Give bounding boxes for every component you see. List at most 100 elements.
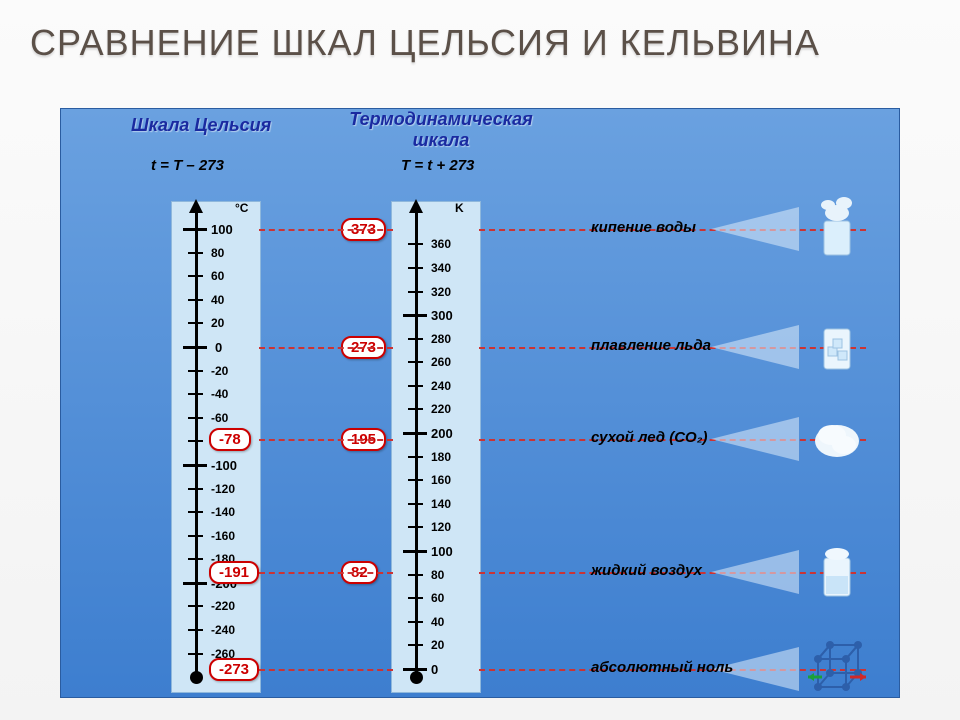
event-label: абсолютный ноль — [591, 659, 733, 676]
tick-label: 60 — [431, 591, 444, 605]
tick — [403, 668, 427, 671]
tick — [183, 346, 207, 349]
celsius-badge: -78 — [209, 428, 251, 451]
tick — [408, 291, 423, 293]
tick-label: 40 — [431, 615, 444, 629]
tick — [408, 644, 423, 646]
tick — [188, 653, 203, 655]
tick-label: 100 — [431, 544, 453, 559]
tick — [188, 252, 203, 254]
ice-icon — [806, 311, 868, 386]
tick-label: -240 — [211, 623, 235, 637]
tick — [188, 393, 203, 395]
celsius-unit: °C — [235, 201, 248, 215]
tick — [408, 479, 423, 481]
tick — [183, 582, 207, 585]
tick-label: 100 — [211, 222, 233, 237]
tick-label: 360 — [431, 237, 451, 251]
light-wedge — [711, 325, 799, 369]
tick — [408, 456, 423, 458]
tick — [403, 432, 427, 435]
connector-dash — [259, 439, 393, 441]
abszero-icon — [806, 633, 868, 708]
celsius-formula: t = T – 273 — [151, 157, 224, 174]
dryice-icon — [806, 403, 868, 478]
tick-label: -220 — [211, 599, 235, 613]
tick-label: -140 — [211, 505, 235, 519]
tick-label: 0 — [215, 340, 222, 355]
tick — [188, 275, 203, 277]
tick-label: 120 — [431, 520, 451, 534]
page-title: СРАВНЕНИЕ ШКАЛ ЦЕЛЬСИЯ И КЕЛЬВИНА — [0, 0, 960, 72]
tick — [188, 299, 203, 301]
tick — [188, 440, 203, 442]
tick-label: 160 — [431, 473, 451, 487]
tick — [188, 322, 203, 324]
event-label: жидкий воздух — [591, 562, 702, 579]
tick-label: -40 — [211, 387, 228, 401]
tick-label: 200 — [431, 426, 453, 441]
tick — [188, 370, 203, 372]
tick-label: 320 — [431, 285, 451, 299]
tick-label: 340 — [431, 261, 451, 275]
tick-label: 40 — [211, 293, 224, 307]
tick-label: 80 — [211, 246, 224, 260]
tick — [188, 605, 203, 607]
tick-label: -160 — [211, 529, 235, 543]
tick — [408, 338, 423, 340]
tick-label: 20 — [211, 316, 224, 330]
tick-label: 80 — [431, 568, 444, 582]
steam-icon — [806, 193, 868, 268]
tick — [408, 526, 423, 528]
event-label: плавление льда — [591, 337, 711, 354]
tick — [408, 267, 423, 269]
tick — [408, 597, 423, 599]
tick-label: 240 — [431, 379, 451, 393]
tick-label: 260 — [431, 355, 451, 369]
event-label: кипение воды — [591, 219, 696, 236]
liquidair-icon — [806, 536, 868, 611]
celsius-badge: -273 — [209, 658, 259, 681]
diagram-area: Шкала Цельсия Термодинамическая шкала t = … — [60, 108, 900, 698]
tick-label: -100 — [211, 458, 237, 473]
tick — [408, 574, 423, 576]
slide: СРАВНЕНИЕ ШКАЛ ЦЕЛЬСИЯ И КЕЛЬВИНА Шкала … — [0, 0, 960, 720]
celsius-title: Шкала Цельсия — [131, 115, 271, 136]
tick-label: 140 — [431, 497, 451, 511]
tick — [408, 361, 423, 363]
tick — [408, 503, 423, 505]
tick-label: 20 — [431, 638, 444, 652]
kelvin-formula: T = t + 273 — [401, 157, 474, 174]
tick — [188, 629, 203, 631]
tick — [188, 488, 203, 490]
tick — [188, 558, 203, 560]
kelvin-title: Термодинамическая шкала — [331, 109, 551, 151]
tick-label: -60 — [211, 411, 228, 425]
connector-dash — [259, 347, 393, 349]
tick-label: 180 — [431, 450, 451, 464]
tick-label: 60 — [211, 269, 224, 283]
tick — [183, 464, 207, 467]
light-wedge — [711, 417, 799, 461]
tick — [408, 243, 423, 245]
event-label: сухой лед (СО₂) — [591, 429, 707, 446]
tick — [188, 535, 203, 537]
light-wedge — [711, 207, 799, 251]
light-wedge — [711, 550, 799, 594]
kelvin-axis — [415, 211, 418, 677]
tick — [188, 417, 203, 419]
connector-dash — [259, 669, 393, 671]
tick-label: 280 — [431, 332, 451, 346]
tick — [408, 621, 423, 623]
tick-label: -120 — [211, 482, 235, 496]
tick-label: -20 — [211, 364, 228, 378]
connector-dash — [259, 572, 393, 574]
tick — [408, 385, 423, 387]
tick — [183, 228, 207, 231]
tick-label: 0 — [431, 662, 438, 677]
tick — [408, 408, 423, 410]
celsius-badge: -191 — [209, 561, 259, 584]
tick-label: 300 — [431, 308, 453, 323]
tick — [188, 511, 203, 513]
kelvin-unit: K — [455, 201, 464, 215]
